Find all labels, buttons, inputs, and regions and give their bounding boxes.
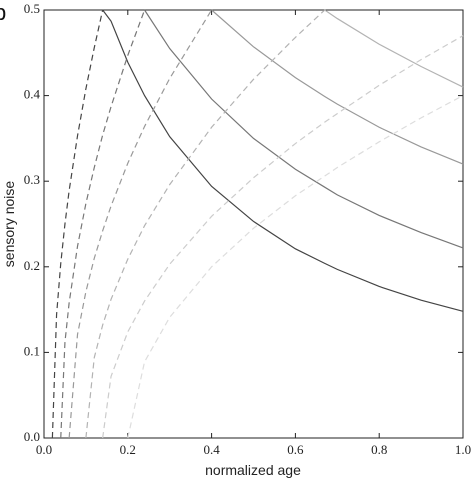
y-tick-label: 0.1 (24, 343, 40, 358)
y-tick-label: 0.3 (24, 172, 40, 187)
plot-frame (43, 9, 464, 439)
y-axis-title: sensory noise (1, 181, 17, 268)
curve (85, 9, 326, 439)
curve (60, 9, 146, 439)
y-tick-label: 0.4 (24, 87, 41, 102)
x-tick-label: 0.2 (120, 442, 136, 457)
curve (324, 9, 464, 88)
y-tick-label: 0.0 (24, 429, 40, 444)
x-tick-label: 0.0 (36, 442, 52, 457)
x-tick-label: 1.0 (455, 442, 471, 457)
x-tick-label: 0.8 (371, 442, 387, 457)
panel-label: b (0, 0, 6, 25)
y-tick-label: 0.2 (24, 258, 40, 273)
x-axis-title: normalized age (205, 462, 301, 478)
curve (102, 35, 464, 439)
curve (68, 9, 213, 439)
x-tick-label: 0.6 (287, 442, 304, 457)
curve (127, 95, 464, 439)
curve (102, 9, 464, 312)
curve (211, 9, 464, 165)
curve (144, 9, 464, 249)
curve (51, 9, 104, 439)
x-tick-label: 0.4 (203, 442, 220, 457)
y-tick-label: 0.5 (24, 1, 40, 16)
